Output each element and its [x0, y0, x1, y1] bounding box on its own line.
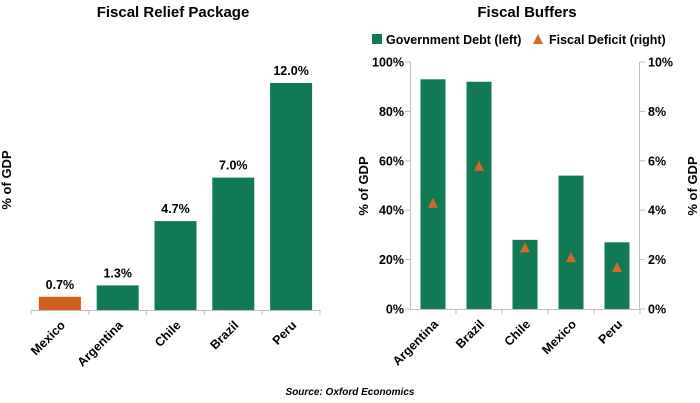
y-left-tick-label: 0%	[386, 303, 404, 317]
legend-label-deficit: Fiscal Deficit (right)	[549, 33, 666, 47]
bar-peru	[270, 83, 313, 310]
debt-bar-argentina	[420, 79, 446, 309]
deficit-marker-argentina	[428, 197, 438, 208]
y-left-tick-label: 40%	[379, 204, 404, 218]
debt-bar-mexico	[558, 175, 584, 309]
fiscal-buffers-chart: Fiscal Buffers Government Debt (left) Fi…	[356, 4, 700, 368]
data-label: 7.0%	[219, 159, 248, 173]
x-tick-label: Peru	[596, 317, 626, 347]
data-label: 0.7%	[46, 278, 75, 292]
debt-bar-brazil	[466, 81, 492, 309]
legend: Government Debt (left) Fiscal Deficit (r…	[372, 33, 666, 47]
x-tick-label: Argentina	[75, 317, 127, 369]
y-right-tick-label: 0%	[648, 303, 666, 317]
deficit-marker-chile	[520, 242, 530, 253]
x-tick-group: Mexico Argentina Chile Brazil Peru	[28, 310, 321, 369]
debt-bar-peru	[604, 242, 630, 309]
y-left-tick-label: 80%	[379, 105, 404, 119]
x-tick-label: Argentina	[390, 316, 442, 368]
y-left-tick-label: 100%	[372, 56, 404, 70]
y-right-tick-label: 6%	[648, 154, 666, 168]
fiscal-relief-chart: Fiscal Relief Package % of GDP 0.7% 1.3% 4…	[0, 4, 321, 369]
deficit-marker-mexico	[566, 252, 576, 263]
tick-group: 0% 20% 40% 60% 80% 100% 0% 2% 4% 6% 8% 10% Argentina…	[372, 56, 673, 369]
x-tick-label: Peru	[270, 318, 300, 348]
source-note: Source: Oxford Economics	[286, 387, 415, 398]
deficit-marker-peru	[612, 262, 622, 273]
chart-title: Fiscal Relief Package	[97, 4, 250, 21]
y-left-tick-label: 60%	[379, 154, 404, 168]
bars-group	[420, 79, 630, 309]
bars-group	[38, 83, 313, 310]
x-tick-label: Chile	[502, 317, 534, 349]
y-axis-label: % of GDP	[0, 150, 14, 210]
x-tick-label: Mexico	[539, 317, 579, 357]
data-label: 12.0%	[273, 64, 308, 78]
axes-group	[405, 61, 645, 310]
bar-mexico	[38, 296, 81, 310]
y-right-tick-label: 10%	[648, 56, 673, 70]
y-right-tick-label: 2%	[648, 253, 666, 267]
bar-chile	[154, 221, 197, 310]
y-right-tick-label: 4%	[648, 204, 666, 218]
x-tick-label: Brazil	[453, 317, 487, 351]
y-axis-left-label: % of GDP	[356, 156, 371, 216]
data-label: 1.3%	[103, 266, 132, 280]
y-axis-right-label: % of GDP	[685, 156, 700, 216]
value-labels-group: 0.7% 1.3% 4.7% 7.0% 12.0%	[46, 64, 309, 292]
bar-brazil	[212, 177, 255, 310]
markers-group	[428, 160, 622, 273]
chart-title: Fiscal Buffers	[477, 4, 576, 21]
data-label: 4.7%	[161, 202, 190, 216]
deficit-marker-brazil	[474, 160, 484, 171]
x-tick-label: Chile	[152, 318, 184, 350]
legend-marker-deficit	[533, 34, 543, 44]
bar-argentina	[96, 285, 139, 310]
x-tick-label: Mexico	[28, 318, 68, 358]
legend-label-debt: Government Debt (left)	[386, 33, 521, 47]
x-tick-label: Brazil	[207, 318, 241, 352]
legend-swatch-debt	[372, 34, 382, 44]
y-right-tick-label: 8%	[648, 105, 666, 119]
y-left-tick-label: 20%	[379, 253, 404, 267]
